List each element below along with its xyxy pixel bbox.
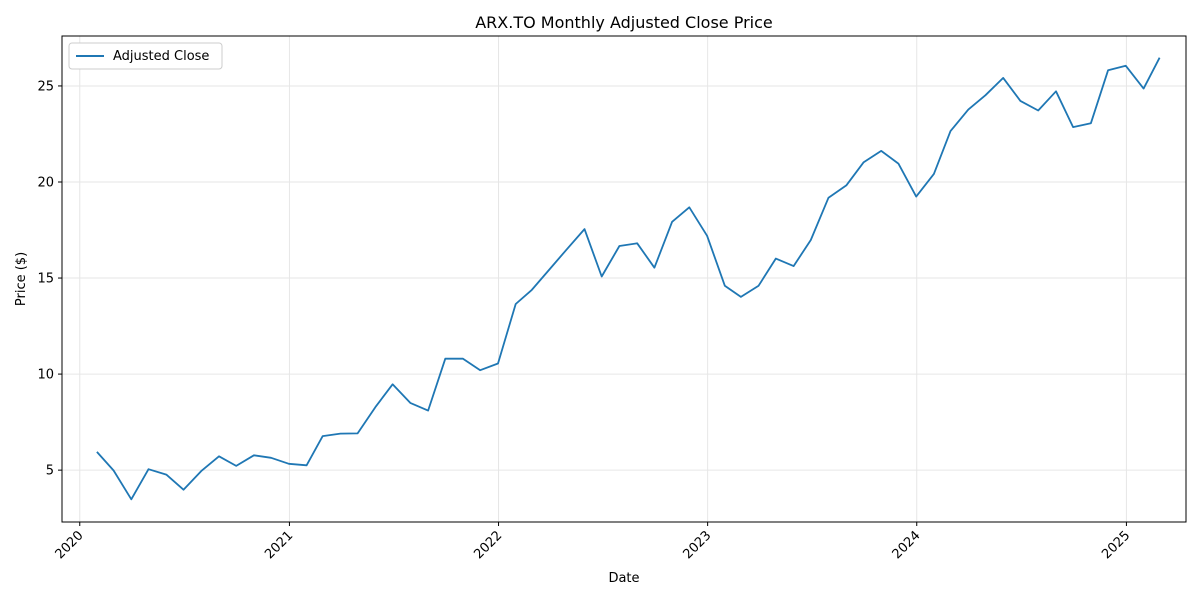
x-tick-label: 2023 (680, 528, 714, 562)
legend-label: Adjusted Close (113, 49, 209, 64)
y-tick-label: 25 (37, 79, 54, 94)
x-axis-label: Date (608, 571, 639, 586)
x-tick-label: 2024 (890, 528, 924, 562)
y-tick-label: 5 (46, 464, 54, 479)
x-tick-label: 2021 (262, 528, 296, 562)
x-tick-label: 2025 (1099, 528, 1133, 562)
y-axis-ticks: 5 10 15 20 25 (37, 79, 62, 479)
series-layer (96, 57, 1161, 501)
y-tick-label: 10 (37, 368, 54, 383)
legend-box (68, 42, 223, 70)
x-tick-label: 2020 (53, 528, 87, 562)
x-tick-label: 2022 (471, 528, 505, 562)
legend: Adjusted Close (68, 42, 223, 70)
series-line-adjusted-close (96, 57, 1161, 501)
x-axis-ticks: 2020 2021 2022 2023 2024 2025 (53, 522, 1133, 562)
y-tick-label: 20 (37, 175, 54, 190)
grid (62, 36, 1186, 522)
y-tick-label: 15 (37, 272, 54, 287)
chart-title: ARX.TO Monthly Adjusted Close Price (475, 13, 773, 32)
plot-frame (61, 35, 1187, 523)
y-axis-label: Price ($) (14, 252, 29, 306)
